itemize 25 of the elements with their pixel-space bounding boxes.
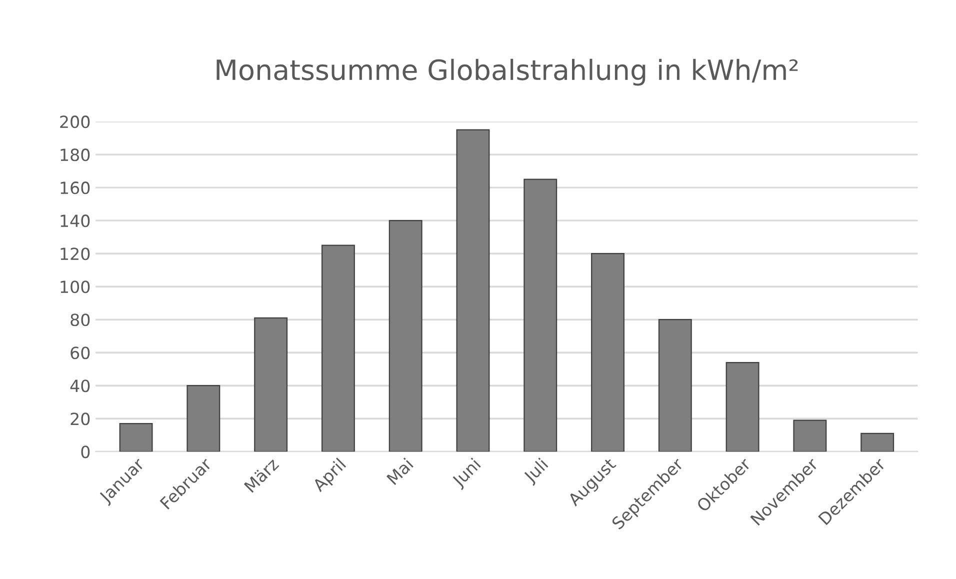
y-tick-label: 40 (70, 380, 90, 392)
bar (119, 423, 153, 452)
bar (793, 420, 827, 452)
y-tick-label: 0 (81, 446, 90, 458)
y-tick-label: 140 (60, 214, 90, 228)
bar (726, 362, 760, 452)
y-tick-label: 100 (60, 280, 90, 294)
bar (658, 319, 692, 452)
x-tick-label: Mai (386, 458, 414, 486)
chart-title: Monatssumme Globalstrahlung in kWh/m² (216, 58, 798, 86)
bar (591, 253, 624, 452)
bar (524, 178, 558, 452)
y-tick-label: 160 (60, 182, 90, 194)
bar (456, 129, 490, 452)
y-tick-label: 120 (60, 248, 90, 260)
bar (254, 317, 288, 452)
bar (321, 244, 355, 452)
bar (860, 432, 894, 452)
y-tick-label: 200 (60, 116, 90, 128)
bar (388, 220, 422, 452)
y-tick-label: 60 (70, 346, 90, 360)
y-tick-label: 80 (70, 314, 90, 326)
bar (186, 385, 220, 452)
y-tick-label: 180 (60, 148, 90, 162)
y-tick-label: 20 (70, 412, 90, 426)
